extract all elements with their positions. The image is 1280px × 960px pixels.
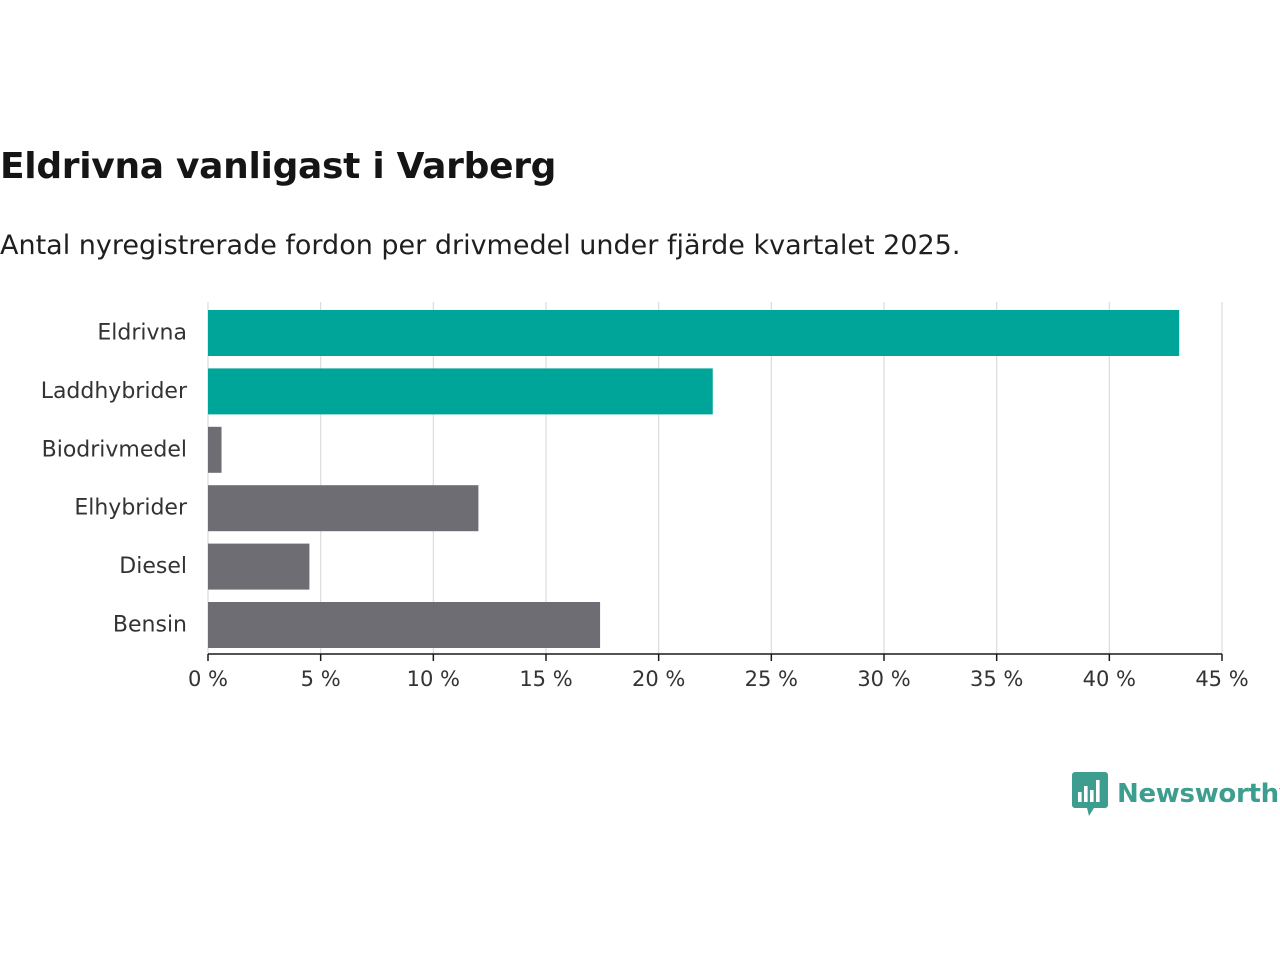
- chart-title: Eldrivna vanligast i Varberg: [0, 146, 557, 187]
- x-tick-label: 30 %: [857, 667, 910, 691]
- x-tick-label: 5 %: [301, 667, 341, 691]
- x-tick-label: 40 %: [1083, 667, 1136, 691]
- category-label: Eldrivna: [97, 321, 187, 346]
- bar-diesel: [208, 543, 310, 590]
- brand-name: Newsworthy: [1117, 779, 1280, 809]
- chart-subtitle: Antal nyregistrerade fordon per drivmede…: [0, 230, 961, 261]
- x-tick-label: 15 %: [519, 667, 572, 691]
- category-label: Bensin: [113, 613, 187, 638]
- bar-elhybrider: [208, 485, 479, 532]
- x-axis: 0 % 5 % 10 % 15 % 20 % 25 % 30 % 35 % 40 % 45 %: [188, 653, 1249, 691]
- x-tick-label: 45 %: [1195, 667, 1248, 691]
- category-label: Elhybrider: [74, 496, 188, 521]
- bar-biodrivmedel: [208, 426, 222, 473]
- x-tick-label: 10 %: [407, 667, 460, 691]
- bar-laddhybrider: [208, 368, 713, 415]
- category-label: Laddhybrider: [41, 379, 188, 404]
- gridlines: [207, 302, 1223, 654]
- category-label: Diesel: [119, 554, 187, 579]
- bar-bensin: [208, 602, 601, 648]
- category-label: Biodrivmedel: [42, 437, 187, 462]
- x-tick-label: 25 %: [745, 667, 798, 691]
- x-tick-label: 35 %: [970, 667, 1023, 691]
- x-tick-label: 20 %: [632, 667, 685, 691]
- newsworthy-logo-icon: [1072, 772, 1108, 816]
- bar-chart: Eldrivna Laddhybrider Biodrivmedel Elhybrid…: [41, 302, 1249, 691]
- brand-logo: Newsworthy: [1072, 772, 1280, 816]
- x-tick-label: 0 %: [188, 667, 228, 691]
- bar-eldrivna: [208, 310, 1180, 356]
- bars: [208, 310, 1180, 648]
- category-labels: Eldrivna Laddhybrider Biodrivmedel Elhybrid…: [41, 321, 188, 638]
